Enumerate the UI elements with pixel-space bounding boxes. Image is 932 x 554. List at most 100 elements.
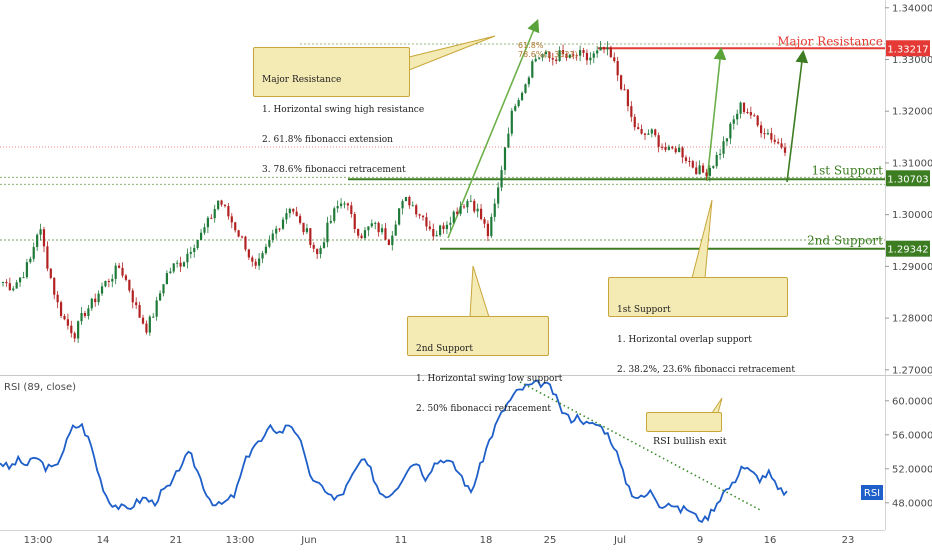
candle-body (565, 54, 568, 58)
candle-body (674, 148, 677, 153)
candle-body (582, 50, 585, 53)
candle-body (339, 203, 343, 207)
candle-body (196, 239, 199, 248)
candle-body (705, 172, 708, 176)
candle-body (230, 216, 233, 223)
candle-body (555, 59, 558, 61)
candle-body (664, 147, 667, 150)
annotation-line: RSI bullish exit (653, 436, 727, 447)
candle-body (613, 57, 616, 62)
annotation-line: 2. 50% fibonacci retracement (416, 404, 552, 414)
candle-body (538, 57, 541, 59)
candle-body (312, 244, 315, 249)
candle-body (234, 222, 237, 231)
second-support-label: 2nd Support (807, 234, 883, 248)
candle-body (739, 102, 742, 114)
candle-body (353, 214, 356, 230)
price-badge-label: 1.33217 (887, 44, 928, 55)
candle-body (380, 228, 384, 233)
candle-body (633, 116, 636, 128)
candle-body (111, 278, 114, 282)
candle-body (77, 321, 80, 339)
candle-body (319, 248, 322, 255)
candle-body (408, 196, 411, 206)
candle-body (456, 211, 459, 214)
candle-body (87, 308, 90, 317)
candle-body (401, 201, 404, 209)
candle-body (579, 50, 582, 56)
candle-body (370, 223, 373, 227)
candle-body (500, 170, 503, 188)
y-tick-label: 1.34000 (892, 3, 932, 14)
candle-body (483, 219, 486, 224)
x-tick-label: 13:00 (24, 535, 53, 546)
candle-body (268, 240, 271, 247)
candle-body (657, 135, 660, 147)
candle-body (476, 208, 479, 212)
candle-body (428, 226, 431, 230)
price-badge-label: 1.30703 (887, 174, 928, 185)
annotation-line: 3. 78.6% fibonacci retracement (262, 165, 406, 175)
price-badge (886, 240, 930, 257)
candle-body (514, 106, 517, 111)
first-support-annotation: 1st Support 1. Horizontal overlap suppor… (608, 277, 795, 375)
candle-body (398, 208, 401, 225)
candle-body (220, 200, 223, 205)
candle-body (384, 228, 387, 240)
candle-body (671, 146, 674, 149)
candle-body (541, 53, 544, 58)
candle-body (278, 228, 281, 230)
candle-body (445, 224, 449, 230)
candle-body (217, 200, 220, 210)
annotation-line: 1. Horizontal swing high resistance (262, 105, 425, 115)
candle-body (237, 230, 240, 237)
candle-body (602, 47, 606, 50)
candle-body (264, 246, 268, 254)
rsi-y-tick-label: 48.0000 (892, 498, 932, 509)
x-tick-label: 11 (395, 535, 408, 546)
candle-body (435, 235, 438, 237)
up-arrow (706, 46, 727, 182)
candle-body (73, 333, 76, 339)
candle-body (473, 200, 476, 212)
candle-body (360, 235, 363, 239)
candle-body (176, 262, 179, 264)
candle-body (394, 224, 397, 236)
candle-body (288, 208, 291, 214)
candle-body (599, 47, 602, 51)
candles-layer (1, 41, 787, 343)
x-tick-label: Jun (300, 535, 317, 546)
candle-body (158, 293, 162, 301)
candle-body (517, 100, 520, 107)
candle-body (97, 293, 100, 303)
fib-label: 61.8% (518, 41, 544, 50)
candle-body (766, 133, 770, 135)
candle-body (637, 127, 640, 129)
price-badge-label: 1.29342 (887, 245, 928, 256)
candle-body (199, 232, 203, 240)
candle-body (128, 279, 131, 291)
candle-body (244, 236, 247, 250)
candle-body (56, 294, 59, 303)
candle-body (107, 281, 110, 283)
candle-body (681, 147, 684, 158)
rsi-y-tick-label: 60.0000 (892, 396, 932, 407)
candle-body (53, 277, 56, 295)
candle-body (223, 204, 227, 207)
candle-body (5, 282, 8, 284)
x-tick-label: 9 (697, 535, 703, 546)
candle-body (114, 265, 117, 279)
candle-body (309, 228, 312, 245)
candle-body (326, 222, 329, 243)
candle-body (42, 229, 46, 247)
candle-body (695, 167, 698, 175)
annotation-line: Major Resistance (262, 75, 342, 85)
candle-body (169, 271, 172, 274)
candle-body (80, 313, 83, 322)
candle-body (678, 147, 681, 153)
candle-body (722, 141, 725, 154)
candle-body (292, 208, 295, 212)
candle-body (261, 253, 264, 259)
candle-body (213, 209, 216, 219)
